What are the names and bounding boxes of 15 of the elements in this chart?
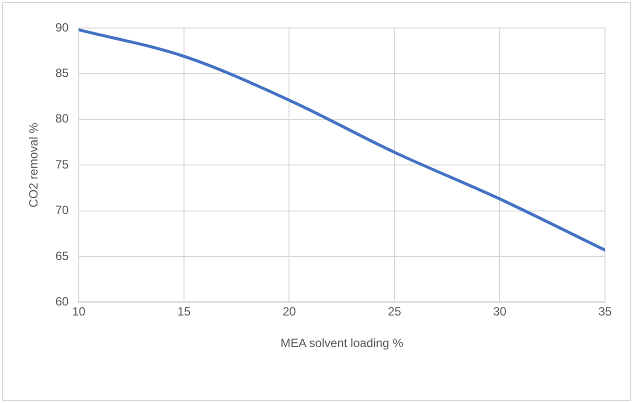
y-axis-title: CO2 removal % bbox=[26, 122, 41, 208]
y-tick-label: 60 bbox=[55, 294, 70, 309]
x-axis-title: MEA solvent loading % bbox=[280, 336, 404, 350]
x-tick-label: 30 bbox=[493, 304, 507, 319]
x-tick-label: 10 bbox=[72, 304, 86, 319]
y-tick-label: 90 bbox=[55, 20, 70, 34]
x-tick-label: 25 bbox=[388, 304, 402, 319]
y-tick-label: 65 bbox=[55, 248, 70, 263]
x-tick-label: 15 bbox=[177, 304, 191, 319]
x-tick-label: 20 bbox=[282, 304, 296, 319]
y-tick-label: 75 bbox=[55, 157, 70, 172]
y-tick-label: 80 bbox=[55, 112, 70, 126]
y-tick-label: 70 bbox=[55, 203, 70, 218]
y-tick-label: 85 bbox=[55, 66, 70, 80]
x-tick-label: 35 bbox=[598, 304, 612, 319]
